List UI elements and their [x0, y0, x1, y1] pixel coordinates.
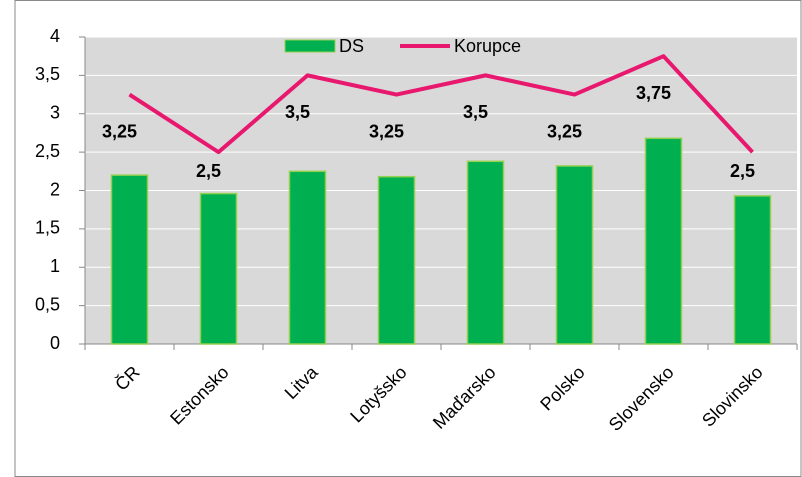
bar — [288, 170, 327, 345]
bar — [199, 192, 238, 345]
data-label: 3,25 — [369, 121, 404, 141]
y-tick-label: 0 — [50, 333, 60, 353]
data-label: 2,5 — [196, 161, 221, 181]
y-tick-label: 3,5 — [35, 64, 60, 84]
y-tick-label: 0,5 — [35, 294, 60, 314]
bar — [733, 195, 772, 345]
y-tick-label: 3 — [50, 103, 60, 123]
bar — [110, 174, 149, 345]
data-label: 3,75 — [636, 83, 671, 103]
y-tick-label: 2 — [50, 179, 60, 199]
y-tick-label: 1,5 — [35, 218, 60, 238]
y-tick-label: 1 — [50, 256, 60, 276]
data-label: 3,5 — [285, 102, 310, 122]
data-label: 3,5 — [463, 102, 488, 122]
bar — [466, 160, 505, 345]
y-tick-label: 4 — [50, 26, 60, 46]
data-label: 3,25 — [102, 121, 137, 141]
legend-swatch — [284, 39, 336, 53]
bar — [377, 175, 416, 345]
line — [128, 54, 754, 155]
y-tick-label: 2,5 — [35, 141, 60, 161]
bar — [555, 165, 594, 345]
bar — [644, 137, 683, 345]
legend-label: Korupce — [454, 36, 521, 56]
data-label: 2,5 — [730, 161, 755, 181]
legend-label: DS — [339, 36, 364, 56]
data-label: 3,25 — [547, 121, 582, 141]
